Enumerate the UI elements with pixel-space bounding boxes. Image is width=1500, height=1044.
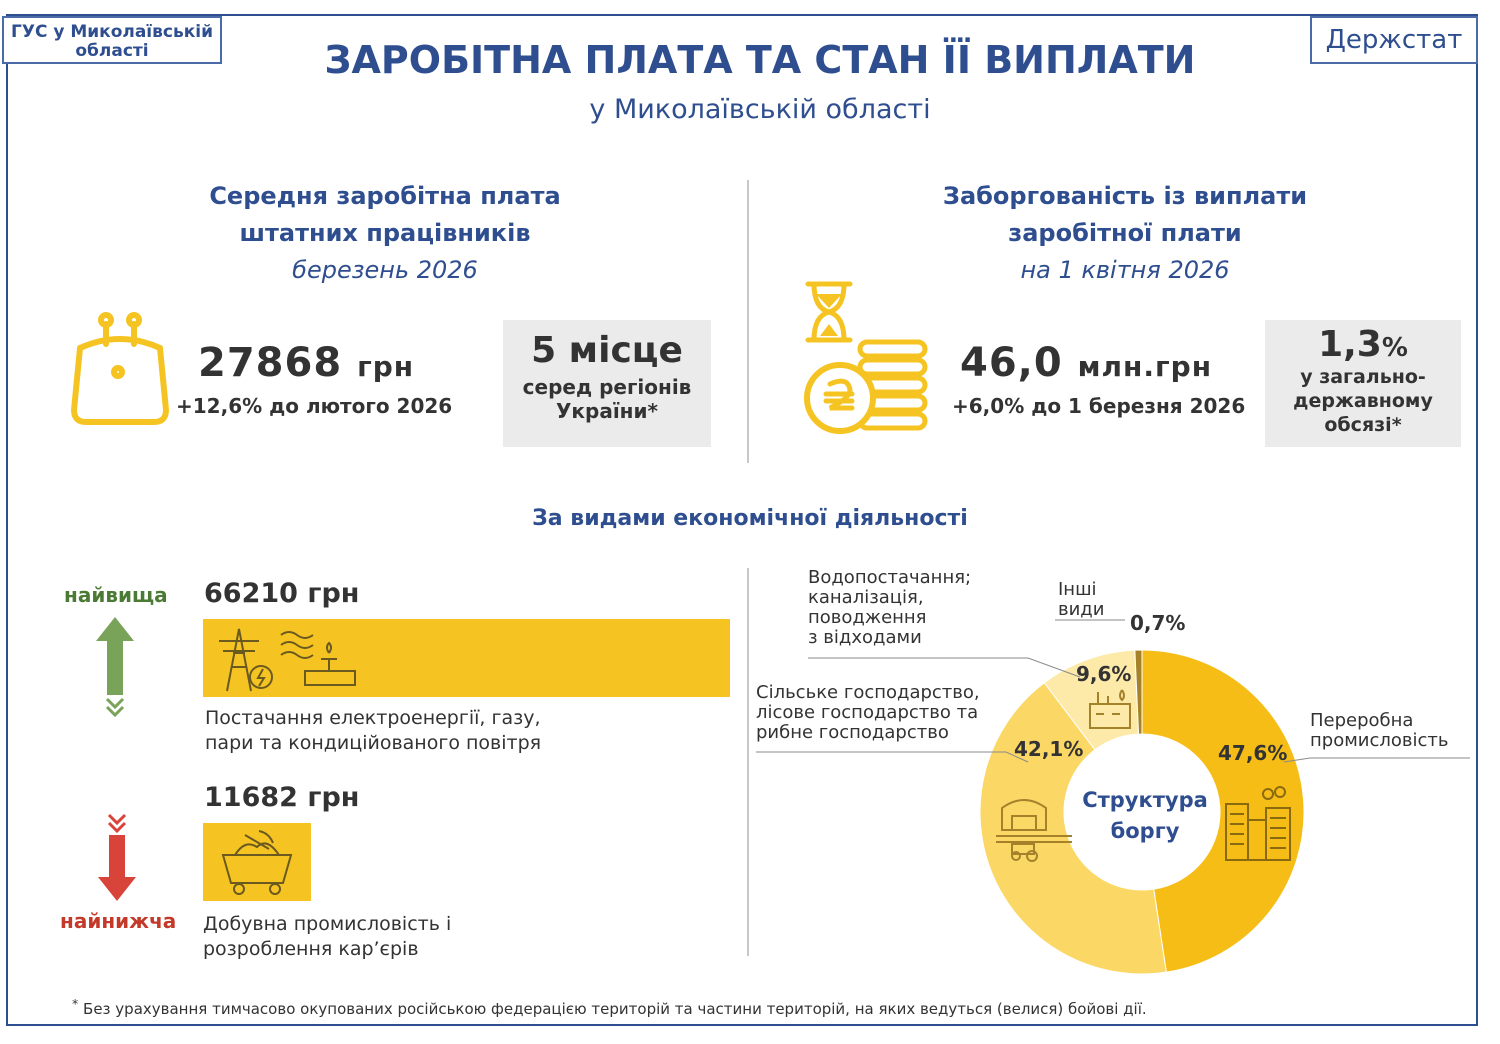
salary-change: +12,6% до лютого 2026 xyxy=(176,394,453,418)
salary-rank-box: 5 місце серед регіонів України* xyxy=(503,320,711,447)
footnote-marker: * xyxy=(72,996,79,1011)
lowest-label: найнижча xyxy=(60,909,177,933)
debt-share-text3: обсязі* xyxy=(1324,414,1402,436)
activities-heading: За видами економічної діяльності xyxy=(532,506,968,531)
salary-rank-value: 5 місце xyxy=(531,330,683,371)
highest-text: Постачання електроенергії, газу, пари та… xyxy=(205,706,541,756)
slice-label-water: Водопостачання; каналізація, поводження … xyxy=(808,568,971,648)
page-frame xyxy=(6,14,1478,1026)
debt-share-number: 1,3 xyxy=(1318,324,1382,365)
lowest-value: 11682 грн xyxy=(204,782,360,813)
highest-value: 66210 грн xyxy=(204,578,360,609)
salary-rank-text1: серед регіонів xyxy=(522,375,692,399)
footnote-text: Без урахування тимчасово окупованих росі… xyxy=(83,1000,1147,1018)
debt-share-box: 1,3% у загально- державному обсязі* xyxy=(1265,320,1461,447)
farm-icon xyxy=(996,799,1072,862)
highest-label: найвища xyxy=(64,583,168,607)
pct-manufacturing: 47,6% xyxy=(1218,741,1288,765)
debt-unit: млн.грн xyxy=(1077,350,1213,383)
lowest-text: Добувна промисловість і розроблення кар’… xyxy=(203,912,451,962)
slice-label-water-line3: поводження xyxy=(808,607,927,628)
debt-share-unit: % xyxy=(1381,333,1408,363)
debt-value: 46,0 млн.грн xyxy=(960,340,1212,386)
debt-change: +6,0% до 1 березня 2026 xyxy=(952,394,1246,418)
footnote: * Без урахування тимчасово окупованих ро… xyxy=(72,996,1147,1018)
pct-water: 9,6% xyxy=(1076,662,1132,686)
arrow-up-icon xyxy=(96,617,134,718)
debt-number: 46,0 xyxy=(960,340,1063,386)
hourglass-coins-icon xyxy=(804,281,928,434)
salary-heading-line2: штатних працівників xyxy=(239,219,531,247)
water-plant-icon xyxy=(1089,689,1131,729)
slice-label-manufacturing: Переробна промисловість xyxy=(1310,711,1449,751)
slice-label-other-line1: Інші xyxy=(1058,579,1097,600)
slice-label-water-line1: Водопостачання; xyxy=(808,567,972,588)
lowest-bar xyxy=(203,823,311,901)
arrow-down-icon xyxy=(98,813,136,901)
chart-center-label: Структура боргу xyxy=(1070,785,1220,847)
page-title: ЗАРОБІТНА ПЛАТА ТА СТАН ЇЇ ВИПЛАТИ xyxy=(324,38,1196,82)
debt-share-text1: у загально- xyxy=(1300,366,1426,388)
power-tower-icon xyxy=(219,628,356,692)
slice-label-agri: Сільське господарство, лісове господарст… xyxy=(756,683,980,743)
highest-bar xyxy=(203,619,730,697)
debt-heading-line1: Заборгованість із виплати xyxy=(942,182,1308,210)
wallet-icon xyxy=(71,312,169,425)
leader-line-other xyxy=(1055,619,1141,630)
slice-label-other: Інші види xyxy=(1058,580,1104,620)
leader-line-agri xyxy=(756,751,1029,763)
pct-other: 0,7% xyxy=(1130,611,1186,635)
leader-line-water xyxy=(808,657,1081,678)
lowest-text-line2: розроблення кар’єрів xyxy=(203,938,419,960)
salary-number: 27868 xyxy=(198,340,343,386)
mine-cart-icon xyxy=(221,830,293,895)
debt-share-value: 1,3% xyxy=(1265,320,1461,365)
salary-heading-line1: Середня заробітна плата xyxy=(209,182,561,210)
divider-bottom xyxy=(747,568,749,956)
slice-label-water-line4: з відходами xyxy=(808,627,922,648)
pct-agri: 42,1% xyxy=(1014,737,1084,761)
leader-line-manufacturing xyxy=(1283,757,1470,763)
org-badge: ГУС у Миколаївській області xyxy=(2,16,222,64)
slice-label-other-line2: види xyxy=(1058,599,1105,620)
slice-label-water-line2: каналізація, xyxy=(808,587,924,608)
slice-label-agri-line2: лісове господарство та xyxy=(756,702,979,723)
divider-top xyxy=(747,180,749,463)
salary-period: березень 2026 xyxy=(292,256,478,284)
slice-label-agri-line1: Сільське господарство, xyxy=(756,682,980,703)
pie-slice-agri xyxy=(979,682,1167,975)
debt-period: на 1 квітня 2026 xyxy=(1020,256,1230,284)
salary-unit: грн xyxy=(357,350,415,383)
salary-rank-text2: України* xyxy=(556,399,658,423)
pie-slice-other xyxy=(1134,649,1143,735)
salary-heading: Середня заробітна плата штатних працівни… xyxy=(180,178,590,289)
page-subtitle: у Миколаївській області xyxy=(589,94,931,125)
factory-icon xyxy=(1225,786,1291,861)
chart-center-line1: Структура xyxy=(1082,788,1208,812)
debt-share-text2: державному xyxy=(1293,390,1433,412)
slice-label-manufacturing-line1: Переробна xyxy=(1310,710,1414,731)
salary-value: 27868 грн xyxy=(198,340,414,386)
highest-text-line1: Постачання електроенергії, газу, xyxy=(205,707,541,729)
chart-center-line2: боргу xyxy=(1110,819,1180,843)
highest-text-line2: пари та кондиційованого повітря xyxy=(205,732,542,754)
slice-label-agri-line3: рибне господарство xyxy=(756,722,949,743)
lowest-text-line1: Добувна промисловість і xyxy=(203,913,452,935)
slice-label-manufacturing-line2: промисловість xyxy=(1310,730,1449,751)
debt-heading-line2: заробітної плати xyxy=(1008,219,1242,247)
brand-badge: Держстат xyxy=(1310,16,1478,64)
pie-slice-manufacturing xyxy=(1141,649,1305,973)
debt-heading: Заборгованість із виплати заробітної пла… xyxy=(920,178,1330,289)
